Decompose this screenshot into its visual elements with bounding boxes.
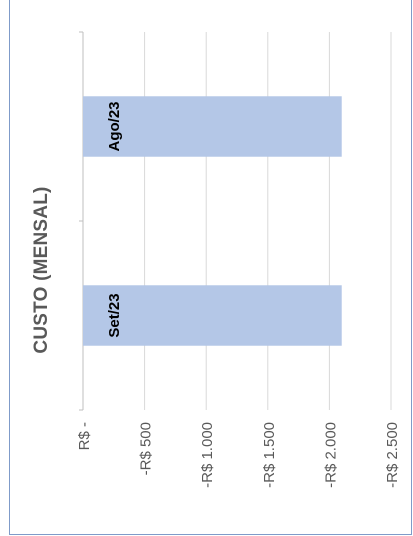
bars <box>83 96 342 346</box>
grid-lines <box>79 31 392 411</box>
tick-label: -R$ 500 <box>138 422 155 475</box>
chart-frame <box>9 0 412 535</box>
tick-label: R$ - <box>76 422 93 450</box>
tick-label: -R$ 2.000 <box>322 422 339 488</box>
tick-label: -R$ 1.500 <box>261 422 278 488</box>
tick-label: -R$ 1.000 <box>199 422 216 488</box>
category-label: Set/23 <box>106 293 123 337</box>
category-label: Ago/23 <box>106 101 123 151</box>
tick-label: -R$ 2.500 <box>384 422 401 488</box>
bar <box>83 285 342 346</box>
value-axis-ticks: R$ - -R$ 500 -R$ 1.000 -R$ 1.500 -R$ 2.000 -R… <box>76 422 401 488</box>
category-labels: Ago/23 Set/23 <box>106 101 123 337</box>
bar <box>83 96 342 157</box>
